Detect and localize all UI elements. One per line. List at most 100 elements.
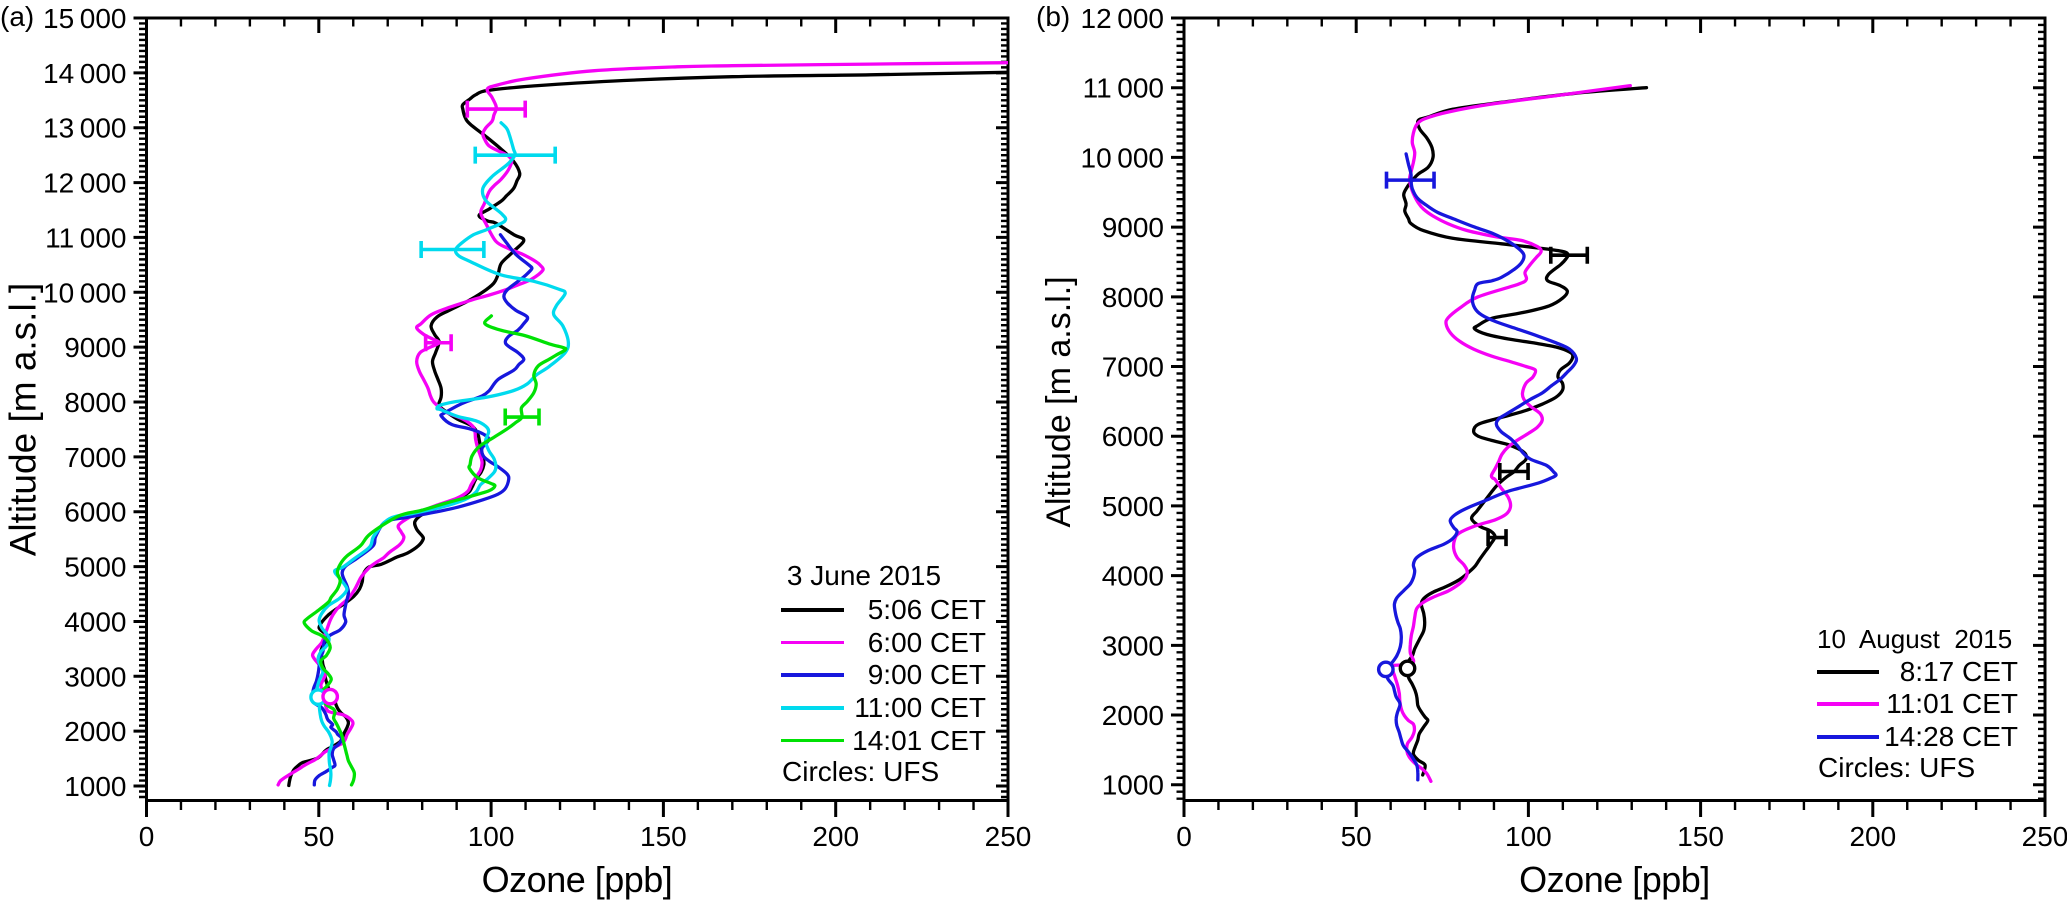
y-tick-label: 11 000: [1083, 73, 1164, 104]
legend-item: 9:00 CET: [781, 659, 986, 691]
legend-swatch-line: [781, 738, 844, 743]
y-tick-label: 4000: [64, 606, 126, 637]
legend-item: 14:28 CET: [1817, 721, 2018, 752]
profile-curve-900CET: [310, 233, 534, 787]
legend-item-label: 8:17 CET: [1899, 656, 2018, 687]
legend-b-title: 10 August 2015: [1817, 624, 2013, 654]
ufs-circle-marker: [321, 687, 340, 706]
legend-a-title: 3 June 2015: [786, 560, 942, 591]
error-bar: [423, 334, 453, 352]
y-tick-label: 8000: [64, 387, 126, 418]
legend-a-note: Circles: UFS: [782, 756, 940, 787]
legend-item: 5:06 CET: [781, 594, 986, 625]
legend-item-label: 5:06 CET: [867, 594, 986, 625]
y-tick-label: 5000: [64, 552, 126, 583]
error-bar: [1548, 246, 1590, 264]
y-tick-label: 15 000: [43, 3, 126, 34]
plot-area: [276, 61, 1008, 788]
legend-swatch-line: [781, 673, 844, 677]
minor-ticks: [139, 18, 1008, 810]
legend-swatch-line: [781, 608, 844, 612]
panel-a-letter: (a): [0, 1, 35, 32]
profile-curve-817CET: [1402, 86, 1649, 777]
panel-b: 0 50 100 150 200 250 1000 2000 3000 4000 5000 6000 7…: [1081, 3, 2067, 852]
y-tick-label: 12 000: [43, 168, 126, 199]
y-tick-label: 8000: [1102, 282, 1164, 313]
x-tick-label: 100: [468, 821, 515, 852]
y-tick-label: 1000: [1102, 770, 1164, 801]
legend-item-label: 11:01 CET: [1886, 688, 2018, 720]
profile-curve-1401CET: [302, 314, 568, 787]
y-axis-title-b: Altitude [m a.s.l.]: [1040, 276, 1078, 528]
panel-b-letter: (b): [1036, 1, 1071, 32]
x-axis-title-a: Ozone [ppb]: [481, 859, 673, 900]
y-tick-label: 5000: [1102, 491, 1164, 522]
legend-swatch-line: [1817, 735, 1879, 739]
y-tick-label: 14 000: [43, 58, 126, 89]
y-tick-label: 3000: [1102, 630, 1164, 661]
y-tick-label: 12 000: [1081, 3, 1164, 34]
y-tick-label: 9000: [64, 332, 126, 363]
legend-item: 14:01 CET: [781, 725, 986, 756]
legend-b: 10 August 2015 8:17 CET 11:01 CET 14:28 …: [1817, 622, 2018, 792]
legend-item: 6:00 CET: [781, 626, 986, 658]
y-axis-title-a: Altitude [m a.s.l.]: [2, 282, 44, 556]
legend-swatch-line: [781, 706, 844, 710]
y-tick-label: 11 000: [45, 222, 126, 253]
x-tick-label: 250: [2022, 821, 2067, 852]
legend-item-label: 14:28 CET: [1884, 721, 2018, 752]
major-ticks: [1171, 16, 2047, 817]
ufs-circle-marker: [1376, 660, 1395, 679]
axes-frame: [145, 16, 1010, 802]
legend-swatch-line: [781, 640, 844, 645]
x-tick-label: 50: [303, 821, 334, 852]
major-ticks: [133, 16, 1010, 817]
x-tick-label: 150: [640, 821, 687, 852]
error-bar: [465, 100, 528, 118]
profile-curve-1428CET: [1384, 152, 1579, 782]
x-axis-title-b: Ozone [ppb]: [1519, 859, 1710, 900]
y-tick-label: 3000: [64, 661, 126, 692]
legend-item: 8:17 CET: [1817, 656, 2018, 687]
error-bar: [1384, 171, 1436, 189]
legend-item-label: 6:00 CET: [867, 626, 986, 658]
legend-swatch-line: [1817, 670, 1879, 674]
legend-item-label: 9:00 CET: [867, 659, 986, 691]
y-tick-label: 7000: [64, 442, 126, 473]
x-tick-label: 0: [139, 821, 155, 852]
x-tick-label: 150: [1677, 821, 1724, 852]
x-tick-label: 200: [812, 821, 859, 852]
minor-ticks: [1176, 18, 2045, 810]
y-tick-label: 4000: [1102, 561, 1164, 592]
x-tick-label: 100: [1505, 821, 1552, 852]
y-tick-label: 10 000: [1081, 142, 1164, 173]
profile-curve-1101CET: [1390, 83, 1632, 783]
y-tick-label: 7000: [1102, 352, 1164, 383]
error-bar: [473, 146, 557, 164]
error-bar: [503, 408, 541, 426]
legend-item-label: 11:00 CET: [854, 692, 986, 724]
y-tick-label: 2000: [64, 716, 126, 747]
ufs-circle-marker: [1398, 659, 1417, 678]
y-tick-label: 9000: [1102, 212, 1164, 243]
error-bar: [1498, 462, 1530, 480]
x-tick-label: 250: [985, 821, 1032, 852]
profile-curve-1100CET: [315, 121, 571, 788]
y-tick-label: 6000: [1102, 421, 1164, 452]
legend-item: 11:01 CET: [1817, 688, 2018, 720]
error-bar: [1486, 529, 1508, 547]
y-tick-label: 2000: [1102, 700, 1164, 731]
y-tick-label: 10 000: [43, 277, 126, 308]
plot-area: [1376, 83, 1649, 783]
panel-a: 0 50 100 150 200 250 1000 2000 3000 4000 5000 6000 7…: [43, 3, 1031, 852]
error-bar: [419, 241, 486, 259]
legend-item: 11:00 CET: [781, 692, 986, 724]
y-tick-label: 13 000: [43, 113, 126, 144]
legend-swatch-line: [1817, 702, 1879, 706]
x-tick-label: 50: [1341, 821, 1372, 852]
x-tick-label: 200: [1849, 821, 1896, 852]
y-tick-label: 1000: [64, 771, 126, 802]
legend-a: 3 June 2015 5:06 CET 6:00 CET 9:00 CET 1…: [781, 560, 986, 790]
